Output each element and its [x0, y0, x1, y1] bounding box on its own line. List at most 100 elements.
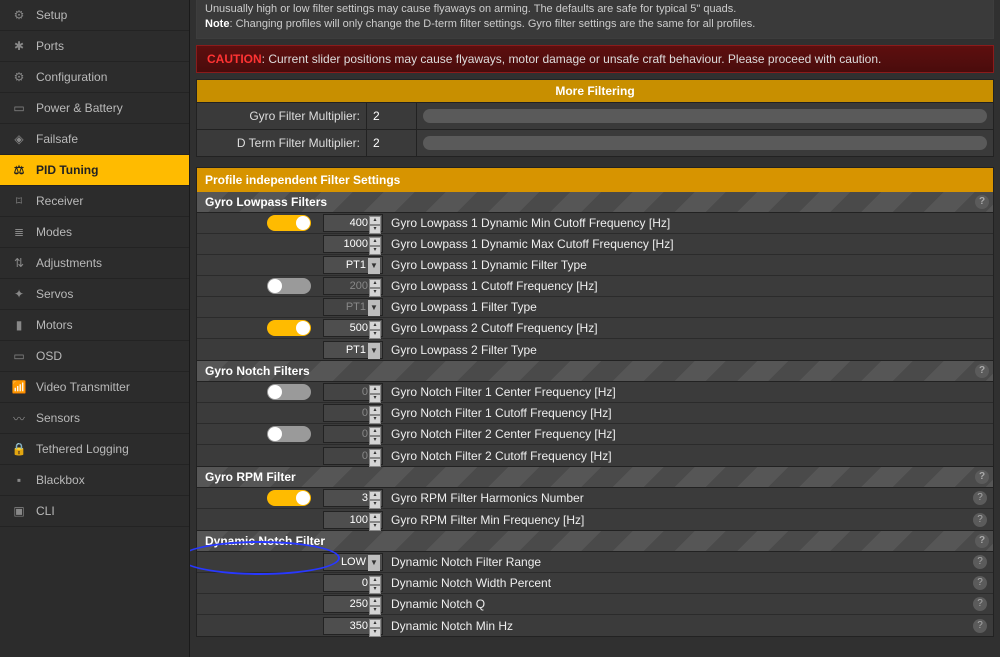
sidebar-item-pid-tuning[interactable]: ⚖PID Tuning [0, 155, 189, 186]
setting-select[interactable]: LOW▼ [323, 553, 383, 571]
setting-number-input[interactable]: 3▴▾ [323, 489, 383, 507]
sidebar-item-ports[interactable]: ✱Ports [0, 31, 189, 62]
spinner-icon[interactable]: ▴▾ [369, 449, 381, 465]
setting-toggle[interactable] [267, 384, 311, 400]
setting-number-input[interactable]: 0▴▾ [323, 383, 383, 401]
spinner-icon[interactable]: ▴▾ [369, 491, 381, 507]
help-icon[interactable]: ? [973, 619, 987, 633]
sidebar-item-video-transmitter[interactable]: 📶Video Transmitter [0, 372, 189, 403]
chevron-down-icon: ▼ [368, 300, 380, 316]
sidebar-item-tethered-logging[interactable]: 🔒Tethered Logging [0, 434, 189, 465]
cli-icon: ▣ [10, 504, 28, 518]
sidebar-item-label: Configuration [36, 70, 107, 84]
sidebar-item-servos[interactable]: ✦Servos [0, 279, 189, 310]
setting-number-input[interactable]: 250▴▾ [323, 595, 383, 613]
help-icon[interactable]: ? [973, 576, 987, 590]
help-icon[interactable]: ? [975, 470, 989, 484]
adjustments-icon: ⇅ [10, 256, 28, 270]
setting-select[interactable]: PT1▼ [323, 298, 383, 316]
configuration-icon: ⚙ [10, 70, 28, 84]
setting-number-input[interactable]: 0▴▾ [323, 574, 383, 592]
setting-number-input[interactable]: 350▴▾ [323, 617, 383, 635]
group-title: Gyro RPM Filter [205, 470, 296, 484]
blackbox-icon: ▪ [10, 473, 28, 487]
sidebar-item-power-battery[interactable]: ▭Power & Battery [0, 93, 189, 124]
sidebar-item-failsafe[interactable]: ◈Failsafe [0, 124, 189, 155]
sidebar-item-adjustments[interactable]: ⇅ Adjustments [0, 248, 189, 279]
setting-row: 3▴▾Gyro RPM Filter Harmonics Number? [197, 488, 993, 509]
setup-icon: ⚙ [10, 8, 28, 22]
setting-label: Gyro Lowpass 2 Filter Type [391, 343, 537, 357]
help-icon[interactable]: ? [973, 513, 987, 527]
sidebar-item-sensors[interactable]: 〰Sensors [0, 403, 189, 434]
spinner-icon[interactable]: ▴▾ [369, 279, 381, 295]
setting-row: 250▴▾Dynamic Notch Q? [197, 594, 993, 615]
spinner-icon[interactable]: ▴▾ [369, 576, 381, 592]
setting-label: Gyro Lowpass 1 Dynamic Min Cutoff Freque… [391, 216, 670, 230]
sidebar-item-motors[interactable]: ▮Motors [0, 310, 189, 341]
group-header: Gyro Lowpass Filters? [196, 192, 994, 213]
sidebar-item-label: Motors [36, 318, 73, 332]
setting-label: Dynamic Notch Min Hz [391, 619, 513, 633]
help-icon[interactable]: ? [975, 364, 989, 378]
setting-toggle[interactable] [267, 426, 311, 442]
spinner-icon[interactable]: ▴▾ [369, 237, 381, 253]
sidebar-item-cli[interactable]: ▣CLI [0, 496, 189, 527]
sidebar-item-osd[interactable]: ▭ OSD [0, 341, 189, 372]
sidebar-item-blackbox[interactable]: ▪Blackbox [0, 465, 189, 496]
sidebar-item-modes[interactable]: ≣Modes [0, 217, 189, 248]
setting-number-input[interactable]: 400▴▾ [323, 214, 383, 232]
spinner-icon[interactable]: ▴▾ [369, 619, 381, 635]
setting-number-input[interactable]: 0▴▾ [323, 404, 383, 422]
group-rows: LOW▼Dynamic Notch Filter Range?0▴▾Dynami… [196, 552, 994, 637]
setting-select[interactable]: PT1▼ [323, 256, 383, 274]
spinner-icon[interactable]: ▴▾ [369, 597, 381, 613]
help-icon[interactable]: ? [975, 534, 989, 548]
spinner-icon[interactable]: ▴▾ [369, 321, 381, 337]
setting-row: 0▴▾Gyro Notch Filter 2 Cutoff Frequency … [197, 445, 993, 466]
help-icon[interactable]: ? [975, 195, 989, 209]
mult-label: Gyro Filter Multiplier: [197, 103, 367, 130]
sidebar-item-receiver[interactable]: ⌑Receiver [0, 186, 189, 217]
spinner-icon[interactable]: ▴▾ [369, 406, 381, 422]
help-icon[interactable]: ? [973, 491, 987, 505]
setting-number-input[interactable]: 500▴▾ [323, 319, 383, 337]
setting-number-input[interactable]: 0▴▾ [323, 447, 383, 465]
sidebar-item-label: Failsafe [36, 132, 78, 146]
setting-number-input[interactable]: 1000▴▾ [323, 235, 383, 253]
setting-select[interactable]: PT1▼ [323, 341, 383, 359]
spinner-icon[interactable]: ▴▾ [369, 513, 381, 529]
setting-toggle[interactable] [267, 215, 311, 231]
setting-row: 0▴▾Gyro Notch Filter 1 Center Frequency … [197, 382, 993, 403]
osd-icon: ▭ [10, 349, 28, 363]
help-icon[interactable]: ? [973, 555, 987, 569]
sidebar-item-label: Adjustments [36, 256, 102, 270]
caution-label: CAUTION [207, 52, 262, 66]
group-title: Gyro Lowpass Filters [205, 195, 327, 209]
setting-row: 0▴▾Dynamic Notch Width Percent? [197, 573, 993, 594]
setting-toggle[interactable] [267, 278, 311, 294]
spinner-icon[interactable]: ▴▾ [369, 427, 381, 443]
setting-row: 0▴▾Gyro Notch Filter 2 Center Frequency … [197, 424, 993, 445]
spinner-icon[interactable]: ▴▾ [369, 385, 381, 401]
sidebar-item-label: OSD [36, 349, 62, 363]
setting-number-input[interactable]: 200▴▾ [323, 277, 383, 295]
sidebar-item-configuration[interactable]: ⚙ Configuration [0, 62, 189, 93]
chevron-down-icon: ▼ [368, 258, 380, 274]
setting-number-input[interactable]: 100▴▾ [323, 511, 383, 529]
spinner-icon[interactable]: ▴▾ [369, 216, 381, 232]
setting-row: PT1▼Gyro Lowpass 1 Dynamic Filter Type [197, 255, 993, 276]
setting-label: Dynamic Notch Filter Range [391, 555, 541, 569]
setting-label: Gyro Lowpass 2 Cutoff Frequency [Hz] [391, 321, 598, 335]
ports-icon: ✱ [10, 39, 28, 53]
setting-toggle[interactable] [267, 490, 311, 506]
sidebar-item-setup[interactable]: ⚙Setup [0, 0, 189, 31]
help-icon[interactable]: ? [973, 597, 987, 611]
setting-number-input[interactable]: 0▴▾ [323, 425, 383, 443]
setting-row: 1000▴▾Gyro Lowpass 1 Dynamic Max Cutoff … [197, 234, 993, 255]
power-battery-icon: ▭ [10, 101, 28, 115]
setting-toggle[interactable] [267, 320, 311, 336]
mult-slider[interactable] [417, 103, 994, 130]
mult-label: D Term Filter Multiplier: [197, 130, 367, 157]
mult-slider[interactable] [417, 130, 994, 157]
